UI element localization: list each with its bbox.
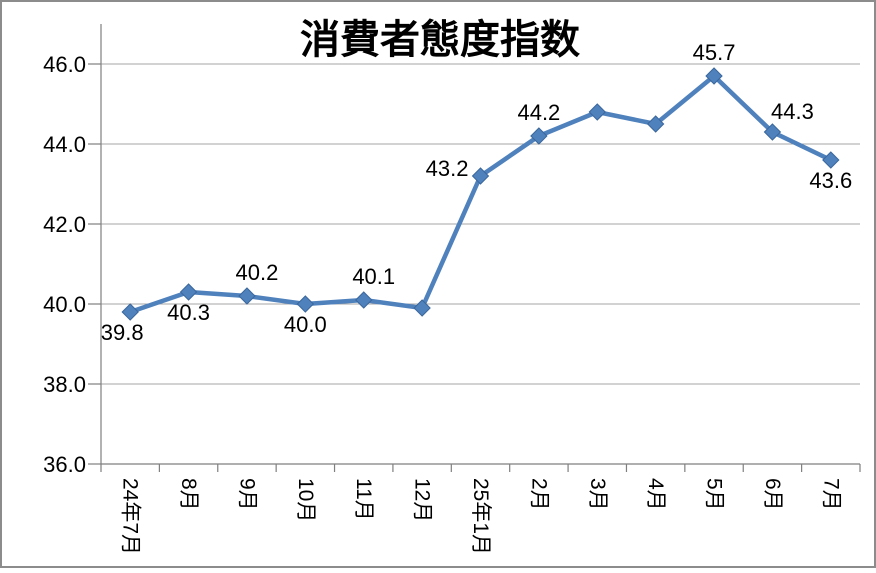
data-point-marker <box>471 167 490 185</box>
x-tick-label: 25年1月 <box>469 478 492 555</box>
x-tick-label: 12月 <box>411 478 434 522</box>
data-label: 44.2 <box>517 100 560 125</box>
y-tick-label: 42.0 <box>43 212 86 237</box>
x-tick-label: 9月 <box>235 478 258 511</box>
y-tick-label: 44.0 <box>43 132 86 157</box>
data-point-marker <box>705 67 723 85</box>
x-tick-label: 3月 <box>586 478 609 511</box>
y-tick-label: 46.0 <box>43 52 86 77</box>
data-point-marker <box>179 283 198 301</box>
data-label: 43.6 <box>809 168 852 193</box>
data-point-marker <box>238 287 256 305</box>
chart-title: 消費者態度指数 <box>300 18 580 62</box>
y-tick-label: 36.0 <box>43 452 86 477</box>
data-label: 45.7 <box>693 40 736 65</box>
x-tick-label: 2月 <box>527 478 550 511</box>
data-point-marker <box>530 127 548 145</box>
data-point-marker <box>646 115 665 133</box>
data-label: 40.0 <box>284 312 327 337</box>
data-label: 40.3 <box>167 300 210 325</box>
data-label: 39.8 <box>101 320 144 345</box>
x-tick-label: 11月 <box>352 478 375 521</box>
x-tick-label: 8月 <box>177 478 200 511</box>
data-label: 43.2 <box>426 156 469 181</box>
data-point-marker <box>413 299 431 317</box>
data-label: 44.3 <box>771 99 814 124</box>
y-tick-label: 40.0 <box>43 292 86 317</box>
data-point-marker <box>355 291 373 309</box>
data-label: 40.2 <box>236 260 279 285</box>
y-tick-label: 38.0 <box>43 372 86 397</box>
data-point-marker <box>588 103 606 121</box>
x-tick-label: 24年7月 <box>119 478 142 555</box>
x-tick-label: 7月 <box>819 478 842 511</box>
x-tick-label: 5月 <box>703 478 726 511</box>
x-tick-label: 6月 <box>761 478 784 511</box>
data-point-marker <box>296 295 315 313</box>
x-tick-label: 10月 <box>294 478 317 522</box>
data-point-marker <box>121 303 139 321</box>
data-point-marker <box>763 123 782 141</box>
x-tick-label: 4月 <box>644 478 667 511</box>
data-label: 40.1 <box>352 264 395 289</box>
data-point-marker <box>822 151 840 169</box>
